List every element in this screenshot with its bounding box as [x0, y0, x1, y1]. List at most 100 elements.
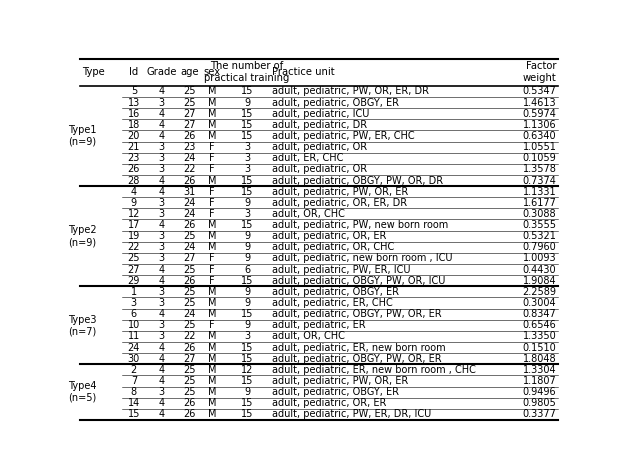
Text: 6: 6 [131, 309, 137, 319]
Text: 16: 16 [128, 109, 140, 118]
Text: M: M [208, 309, 216, 319]
Text: 9: 9 [244, 298, 250, 308]
Text: 1.4613: 1.4613 [523, 98, 556, 108]
Text: adult, pediatric, OBGY, PW, OR, ICU: adult, pediatric, OBGY, PW, OR, ICU [272, 276, 446, 286]
Text: 0.3377: 0.3377 [523, 410, 556, 419]
Text: 15: 15 [241, 376, 254, 386]
Text: 3: 3 [158, 287, 164, 297]
Text: 15: 15 [241, 410, 254, 419]
Text: 9: 9 [131, 198, 137, 208]
Text: 25: 25 [183, 298, 196, 308]
Text: M: M [208, 231, 216, 241]
Text: M: M [208, 343, 216, 353]
Text: adult, pediatric, OR: adult, pediatric, OR [272, 142, 368, 152]
Text: adult, pediatric, OR: adult, pediatric, OR [272, 164, 368, 174]
Text: adult, pediatric, PW, ER, ICU: adult, pediatric, PW, ER, ICU [272, 264, 411, 274]
Text: 1.1331: 1.1331 [523, 187, 556, 197]
Text: 21: 21 [128, 142, 140, 152]
Text: 15: 15 [241, 276, 254, 286]
Text: 0.6340: 0.6340 [523, 131, 556, 141]
Text: 25: 25 [183, 287, 196, 297]
Text: 1.0551: 1.0551 [523, 142, 556, 152]
Text: Type3
(n=7): Type3 (n=7) [68, 315, 97, 336]
Text: 2: 2 [131, 365, 137, 375]
Text: F: F [209, 264, 215, 274]
Text: M: M [208, 365, 216, 375]
Text: M: M [208, 287, 216, 297]
Text: 9: 9 [244, 320, 250, 330]
Text: M: M [208, 376, 216, 386]
Text: sex: sex [204, 67, 221, 77]
Text: 27: 27 [128, 264, 140, 274]
Text: 1.9084: 1.9084 [523, 276, 556, 286]
Text: 18: 18 [128, 120, 140, 130]
Text: 3: 3 [244, 153, 250, 163]
Text: 4: 4 [158, 86, 164, 96]
Text: adult, pediatric, PW, OR, ER: adult, pediatric, PW, OR, ER [272, 187, 409, 197]
Text: Type: Type [82, 67, 105, 77]
Text: 3: 3 [244, 142, 250, 152]
Text: F: F [209, 320, 215, 330]
Text: 15: 15 [241, 354, 254, 364]
Text: 1.3304: 1.3304 [523, 365, 556, 375]
Text: 26: 26 [183, 343, 196, 353]
Text: 4: 4 [158, 343, 164, 353]
Text: 10: 10 [128, 320, 140, 330]
Text: Type2
(n=9): Type2 (n=9) [68, 226, 97, 247]
Text: 17: 17 [128, 220, 140, 230]
Text: 3: 3 [158, 153, 164, 163]
Text: F: F [209, 276, 215, 286]
Text: 4: 4 [158, 264, 164, 274]
Text: 27: 27 [183, 254, 196, 264]
Text: adult, pediatric, OR, ER, DR: adult, pediatric, OR, ER, DR [272, 198, 407, 208]
Text: 4: 4 [158, 376, 164, 386]
Text: adult, pediatric, DR: adult, pediatric, DR [272, 120, 368, 130]
Text: Factor
weight: Factor weight [523, 62, 556, 83]
Text: 27: 27 [183, 354, 196, 364]
Text: 19: 19 [128, 231, 140, 241]
Text: adult, OR, CHC: adult, OR, CHC [272, 209, 345, 219]
Text: 2.2589: 2.2589 [522, 287, 556, 297]
Text: 25: 25 [183, 98, 196, 108]
Text: 0.7374: 0.7374 [523, 175, 556, 185]
Text: The number of
practical training: The number of practical training [204, 62, 290, 83]
Text: F: F [209, 254, 215, 264]
Text: 4: 4 [158, 120, 164, 130]
Text: 26: 26 [183, 175, 196, 185]
Text: 0.9496: 0.9496 [523, 387, 556, 397]
Text: adult, OR, CHC: adult, OR, CHC [272, 331, 345, 341]
Text: 3: 3 [131, 298, 137, 308]
Text: 4: 4 [158, 410, 164, 419]
Text: M: M [208, 387, 216, 397]
Text: 15: 15 [128, 410, 140, 419]
Text: adult, pediatric, OBGY, PW, OR, ER: adult, pediatric, OBGY, PW, OR, ER [272, 354, 442, 364]
Text: 0.8347: 0.8347 [523, 309, 556, 319]
Text: 3: 3 [158, 209, 164, 219]
Text: 9: 9 [244, 387, 250, 397]
Text: 25: 25 [183, 376, 196, 386]
Text: 3: 3 [158, 98, 164, 108]
Text: 3: 3 [158, 298, 164, 308]
Text: 15: 15 [241, 120, 254, 130]
Text: F: F [209, 209, 215, 219]
Text: 24: 24 [183, 209, 196, 219]
Text: M: M [208, 398, 216, 408]
Text: 20: 20 [128, 131, 140, 141]
Text: 15: 15 [241, 131, 254, 141]
Text: adult, pediatric, PW, OR, ER, DR: adult, pediatric, PW, OR, ER, DR [272, 86, 429, 96]
Text: 26: 26 [183, 276, 196, 286]
Text: 3: 3 [158, 387, 164, 397]
Text: 15: 15 [241, 175, 254, 185]
Text: 9: 9 [244, 254, 250, 264]
Text: 1.8048: 1.8048 [523, 354, 556, 364]
Text: 15: 15 [241, 309, 254, 319]
Text: 25: 25 [183, 86, 196, 96]
Text: adult, pediatric, ER: adult, pediatric, ER [272, 320, 366, 330]
Text: 15: 15 [241, 86, 254, 96]
Text: M: M [208, 109, 216, 118]
Text: 4: 4 [158, 220, 164, 230]
Text: adult, ER, CHC: adult, ER, CHC [272, 153, 344, 163]
Text: 3: 3 [158, 254, 164, 264]
Text: 29: 29 [128, 276, 140, 286]
Text: adult, pediatric, ER, new born room: adult, pediatric, ER, new born room [272, 343, 446, 353]
